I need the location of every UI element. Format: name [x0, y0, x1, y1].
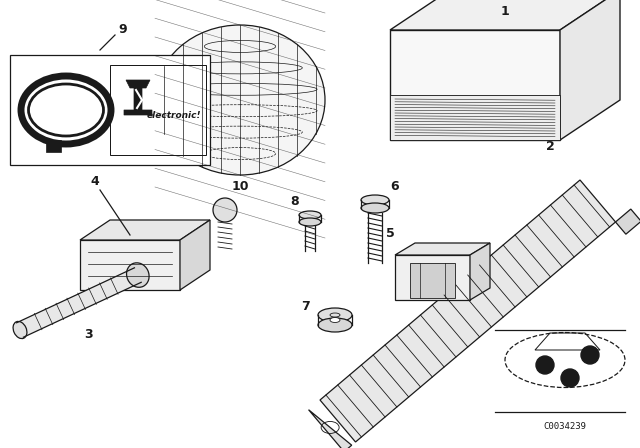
Polygon shape	[124, 80, 152, 115]
Polygon shape	[80, 220, 210, 240]
Polygon shape	[46, 140, 61, 152]
Text: 9: 9	[118, 23, 127, 36]
Text: 8: 8	[291, 195, 300, 208]
Polygon shape	[390, 0, 620, 30]
Polygon shape	[395, 243, 490, 255]
Text: 2: 2	[546, 140, 554, 153]
Ellipse shape	[361, 195, 389, 205]
Polygon shape	[180, 220, 210, 290]
Polygon shape	[80, 240, 180, 290]
Circle shape	[213, 198, 237, 222]
Text: 3: 3	[84, 327, 93, 340]
Ellipse shape	[318, 318, 352, 332]
Circle shape	[581, 346, 599, 364]
Text: electronic!: electronic!	[147, 111, 201, 120]
Polygon shape	[17, 268, 141, 337]
Polygon shape	[110, 65, 206, 155]
Polygon shape	[320, 180, 616, 442]
Ellipse shape	[330, 318, 340, 323]
Polygon shape	[616, 209, 640, 234]
Circle shape	[536, 356, 554, 374]
Ellipse shape	[318, 308, 352, 322]
Text: 6: 6	[390, 180, 399, 193]
Text: 7: 7	[301, 300, 309, 313]
Ellipse shape	[29, 84, 104, 136]
Polygon shape	[10, 55, 210, 165]
Polygon shape	[410, 263, 455, 298]
Polygon shape	[390, 30, 560, 140]
Polygon shape	[560, 0, 620, 140]
Polygon shape	[390, 95, 560, 140]
Ellipse shape	[299, 218, 321, 226]
Ellipse shape	[155, 25, 325, 175]
Text: 5: 5	[386, 227, 394, 240]
Text: 10: 10	[231, 180, 249, 193]
Ellipse shape	[361, 203, 389, 213]
Polygon shape	[470, 243, 490, 300]
Polygon shape	[308, 409, 352, 448]
Ellipse shape	[127, 263, 149, 287]
Ellipse shape	[299, 211, 321, 219]
Ellipse shape	[131, 267, 145, 284]
Text: C0034239: C0034239	[543, 422, 586, 431]
Text: 1: 1	[500, 5, 509, 18]
Text: 4: 4	[91, 175, 99, 188]
Polygon shape	[395, 255, 470, 300]
Ellipse shape	[13, 321, 27, 339]
Circle shape	[561, 369, 579, 387]
